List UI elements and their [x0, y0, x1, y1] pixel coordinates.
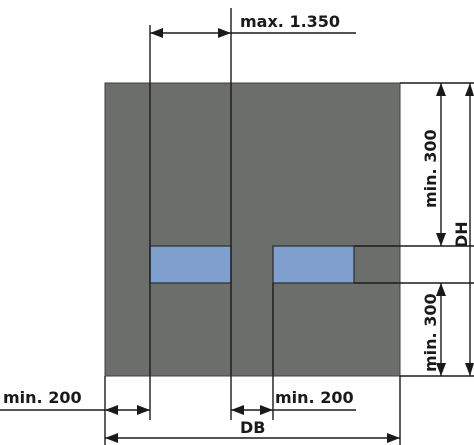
arrowhead [387, 433, 400, 443]
wall-panel [104, 82, 401, 377]
arrowhead [137, 405, 150, 415]
min-left-label: min. 200 [3, 388, 82, 407]
arrowhead [465, 83, 474, 96]
arrowhead [231, 405, 244, 415]
arrowhead [150, 28, 163, 38]
arrowhead [436, 233, 446, 246]
min-top-label: min. 300 [421, 129, 440, 208]
min-gap-label: min. 200 [275, 388, 354, 407]
arrowhead [105, 405, 118, 415]
window-right [272, 245, 355, 284]
arrowhead [465, 363, 474, 376]
arrowhead [436, 283, 446, 296]
max-spacing-label: max. 1.350 [240, 12, 340, 31]
arrowhead [260, 405, 273, 415]
arrowhead [436, 83, 446, 96]
min-bottom-label: min. 300 [421, 293, 440, 372]
dh-label: DH [452, 221, 471, 248]
db-label: DB [240, 418, 265, 437]
arrowhead [105, 433, 118, 443]
arrowhead [218, 28, 231, 38]
arrowhead [436, 363, 446, 376]
window-left [149, 245, 232, 284]
